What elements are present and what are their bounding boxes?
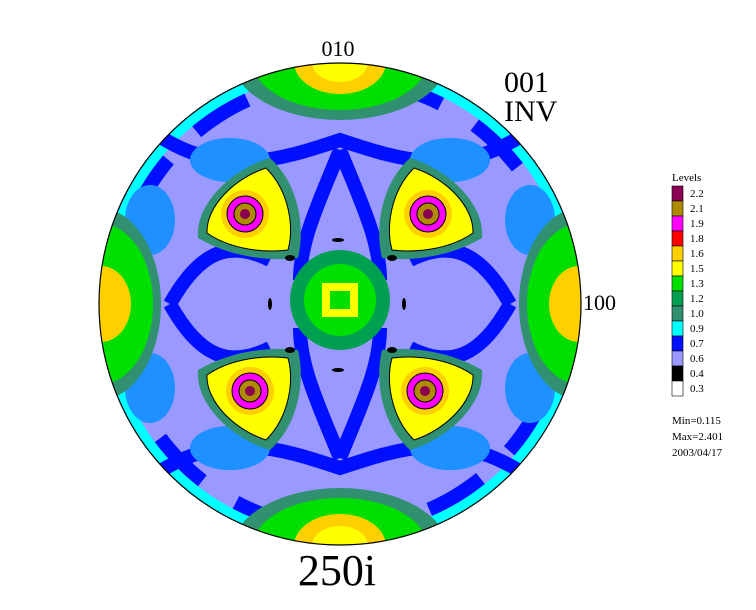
legend-level-label: 0.6	[690, 353, 704, 365]
legend-swatch	[671, 380, 684, 397]
max-lower-left	[197, 348, 301, 450]
mode-label: INV	[504, 95, 558, 128]
legend-swatch	[671, 200, 684, 217]
max-upper-right	[379, 158, 483, 260]
legend-level-label: 0.7	[690, 338, 704, 350]
legend-level-label: 0.3	[690, 383, 704, 395]
legend-swatch	[671, 320, 684, 337]
legend-swatch	[671, 305, 684, 322]
legend-swatch	[671, 185, 684, 202]
max-lower-right	[379, 348, 483, 450]
stat-max: Max=2.401	[672, 431, 723, 443]
legend: Levels 2.2 2.1 1.9 1.8 1.6 1.5 1.3 1.2 1.0 0.9 0.7…	[671, 172, 723, 459]
peak-right	[519, 208, 581, 400]
legend-level-label: 1.2	[690, 293, 704, 305]
legend-level-label: 0.4	[690, 368, 704, 380]
legend-level-label: 2.1	[690, 203, 704, 215]
legend-level-label: 2.2	[690, 188, 704, 200]
legend-level-label: 1.5	[690, 263, 704, 275]
legend-swatch	[671, 350, 684, 367]
legend-swatch	[671, 260, 684, 277]
legend-level-label: 1.8	[690, 233, 704, 245]
peak-left	[99, 208, 161, 400]
plane-label: 001	[504, 66, 549, 99]
legend-swatch	[671, 275, 684, 292]
legend-swatch	[671, 290, 684, 307]
pole-label-top: 010	[322, 36, 355, 61]
legend-level-label: 0.9	[690, 323, 704, 335]
legend-swatch	[671, 335, 684, 352]
stat-min: Min=0.115	[672, 415, 721, 427]
legend-level-label: 1.9	[690, 218, 704, 230]
pole-figure-plot	[99, 63, 581, 545]
legend-swatch	[671, 215, 684, 232]
legend-swatch	[671, 230, 684, 247]
legend-swatch	[671, 365, 684, 382]
pole-figure-boundary	[98, 62, 582, 546]
max-upper-left	[197, 158, 301, 260]
centre-peak	[290, 250, 390, 350]
stat-date: 2003/04/17	[672, 447, 723, 459]
legend-entries: 2.2 2.1 1.9 1.8 1.6 1.5 1.3 1.2 1.0 0.9 0.7 0.6 0.4 0…	[671, 185, 704, 397]
legend-swatch	[671, 245, 684, 262]
peak-bottom	[232, 488, 448, 545]
pole-label-right: 100	[583, 290, 616, 315]
legend-level-label: 1.6	[690, 248, 704, 260]
legend-level-label: 1.3	[690, 278, 704, 290]
peak-top	[232, 63, 448, 120]
contour-specks	[268, 238, 406, 372]
legend-level-label: 1.0	[690, 308, 704, 320]
sample-label: 250i	[298, 546, 376, 595]
legend-title: Levels	[672, 172, 701, 184]
